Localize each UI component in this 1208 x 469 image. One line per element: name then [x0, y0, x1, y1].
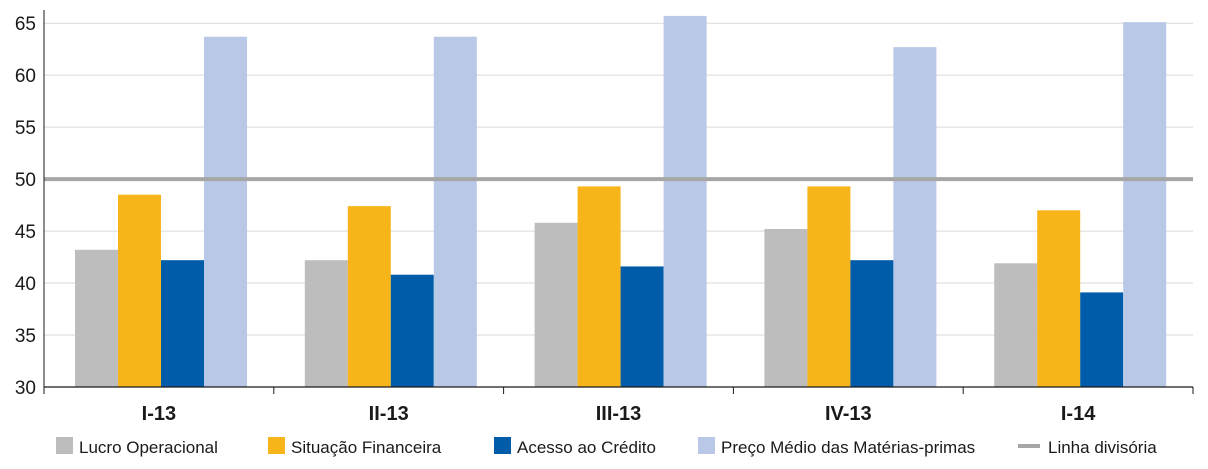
bar-acesso-ao-cr-dito-i-14	[1080, 292, 1124, 387]
y-tick-label: 40	[15, 274, 36, 295]
legend-swatch	[494, 437, 511, 454]
x-tick-label: II-13	[369, 403, 409, 425]
bar-acesso-ao-cr-dito-iv-13	[850, 260, 894, 387]
bar-pre-o-m-dio-das-mat-rias-primas-i-13	[204, 36, 247, 387]
bar-pre-o-m-dio-das-mat-rias-primas-ii-13	[433, 36, 477, 387]
y-tick-label: 55	[15, 118, 36, 139]
x-tick-label: III-13	[596, 403, 642, 425]
y-tick-label: 65	[15, 14, 36, 35]
bar-pre-o-m-dio-das-mat-rias-primas-iv-13	[893, 47, 937, 388]
axes: 30 35 40 45 50 55 60 65 I-13 II-13 III-13 IV-13 I-14	[15, 10, 1194, 425]
x-tick-label: I-13	[142, 403, 176, 425]
bar-acesso-ao-cr-dito-ii-13	[390, 274, 434, 387]
legend-label: Lucro Operacional	[79, 438, 218, 457]
legend-label: Acesso ao Crédito	[517, 438, 656, 457]
y-tick-label: 45	[15, 222, 36, 243]
legend-label: Linha divisória	[1048, 438, 1157, 457]
bar-acesso-ao-cr-dito-i-13	[161, 260, 204, 387]
legend-swatch	[56, 437, 73, 454]
legend-label: Situação Financeira	[291, 438, 442, 457]
legend-label: Preço Médio das Matérias-primas	[721, 438, 975, 457]
legend: Lucro Operacional Situação Financeira Aces…	[56, 437, 1157, 457]
legend-swatch	[698, 437, 715, 454]
bar-lucro-operacional-ii-13	[304, 260, 348, 387]
y-tick-label: 60	[15, 66, 36, 87]
bar-lucro-operacional-iv-13	[764, 229, 808, 387]
legend-swatch	[268, 437, 285, 454]
bar-pre-o-m-dio-das-mat-rias-primas-iii-13	[663, 15, 707, 388]
bar-situa-o-financeira-iv-13	[807, 186, 851, 387]
y-tick-label: 30	[15, 378, 36, 399]
bars	[75, 15, 1167, 388]
bar-acesso-ao-cr-dito-iii-13	[620, 266, 664, 387]
bar-lucro-operacional-i-14	[994, 263, 1038, 387]
y-tick-label: 50	[15, 170, 36, 191]
bar-situa-o-financeira-i-13	[118, 194, 161, 387]
x-tick-label: I-14	[1061, 403, 1096, 425]
bar-situa-o-financeira-ii-13	[347, 206, 391, 387]
bar-lucro-operacional-iii-13	[534, 222, 578, 387]
bar-pre-o-m-dio-das-mat-rias-primas-i-14	[1123, 22, 1167, 388]
bar-situa-o-financeira-i-14	[1037, 210, 1081, 387]
x-tick-label: IV-13	[825, 403, 872, 425]
y-tick-label: 35	[15, 326, 36, 347]
bar-situa-o-financeira-iii-13	[577, 186, 621, 387]
bar-lucro-operacional-i-13	[75, 249, 118, 387]
